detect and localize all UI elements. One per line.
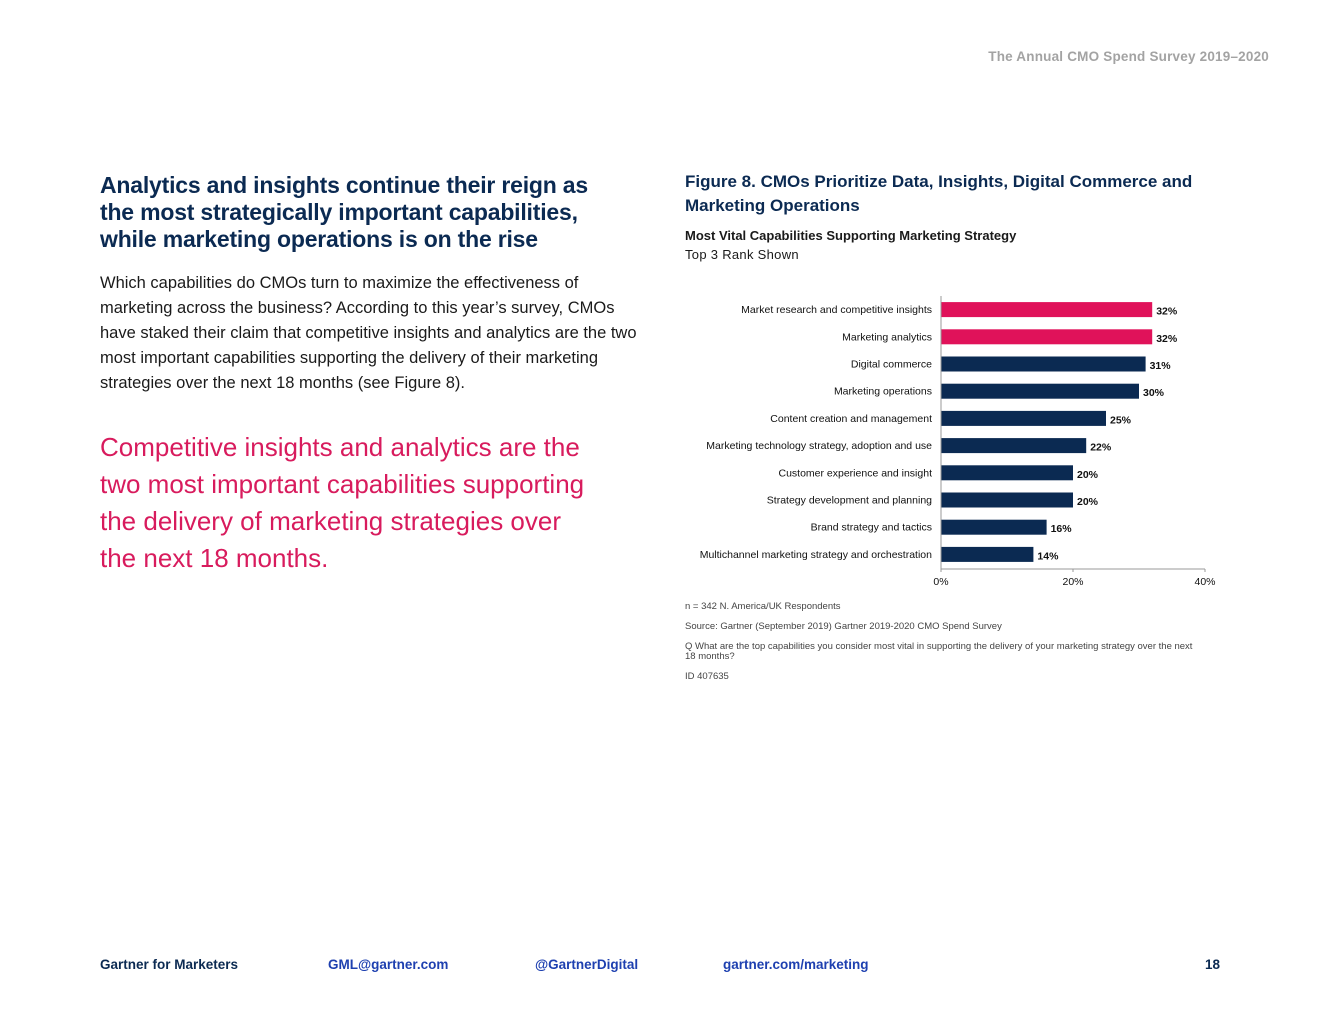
bar-value-label: 25% (1110, 414, 1132, 426)
bar-value-label: 30% (1143, 387, 1165, 399)
bar-value-label: 20% (1077, 469, 1099, 481)
bar-category-label: Market research and competitive insights (741, 304, 932, 316)
bar-category-label: Marketing technology strategy, adoption … (706, 440, 932, 452)
bar (941, 302, 1153, 318)
x-tick-label: 0% (933, 576, 948, 588)
bar-value-label: 22% (1090, 442, 1112, 454)
x-tick-label: 40% (1194, 576, 1215, 588)
bar-category-label: Customer experience and insight (778, 467, 932, 479)
bar (941, 329, 1153, 345)
footer-website-link[interactable]: gartner.com/marketing (723, 957, 869, 972)
bar-category-label: Marketing operations (834, 386, 932, 398)
figure-subtitle: Most Vital Capabilities Supporting Marke… (685, 228, 1017, 243)
bar (941, 356, 1146, 372)
bar-category-label: Strategy development and planning (767, 495, 932, 507)
article-headline: Analytics and insights continue their re… (100, 172, 588, 252)
figure-footnotes: n = 342 N. America/UK Respondents Source… (685, 602, 1205, 692)
article-body: Which capabilities do CMOs turn to maxim… (100, 274, 637, 392)
running-header: The Annual CMO Spend Survey 2019–2020 (988, 49, 1269, 64)
bar-value-label: 14% (1037, 550, 1059, 562)
bar (941, 519, 1047, 535)
footnote-source: Source: Gartner (September 2019) Gartner… (685, 621, 1002, 632)
footnote-sample-size: n = 342 N. America/UK Respondents (685, 601, 841, 612)
bar (941, 410, 1106, 426)
bar-value-label: 20% (1077, 496, 1099, 508)
footnote-question: Q What are the top capabilities you cons… (685, 641, 1193, 662)
footer-brand: Gartner for Marketers (100, 957, 239, 972)
figure-column: Figure 8. CMOs Prioritize Data, Insights… (685, 170, 1225, 682)
bar-category-label: Marketing analytics (842, 331, 932, 343)
bar-category-label: Digital commerce (851, 359, 932, 371)
bar (941, 546, 1034, 562)
bar-category-label: Multichannel marketing strategy and orch… (700, 549, 932, 561)
bar-category-label: Content creation and management (770, 413, 932, 425)
figure-note: Top 3 Rank Shown (685, 247, 799, 262)
pull-quote: Competitive insights and analytics are t… (100, 432, 585, 573)
figure-title: Figure 8. CMOs Prioritize Data, Insights… (685, 172, 1193, 215)
bar (941, 492, 1073, 508)
bar-category-label: Brand strategy and tactics (811, 522, 932, 534)
bar (941, 438, 1087, 454)
footer-email-link[interactable]: GML@gartner.com (328, 957, 449, 972)
bar-chart: Market research and competitive insights… (700, 296, 1216, 588)
bar (941, 465, 1073, 481)
bar-value-label: 16% (1051, 523, 1073, 535)
x-tick-label: 20% (1062, 576, 1083, 588)
bar-value-label: 32% (1156, 306, 1178, 318)
bar (941, 383, 1139, 399)
footnote-id: ID 407635 (685, 671, 729, 682)
page-number: 18 (1204, 957, 1220, 972)
footer-social-link[interactable]: @GartnerDigital (535, 957, 639, 972)
article-column: Analytics and insights continue their re… (100, 172, 640, 577)
bar-value-label: 31% (1150, 360, 1172, 372)
page-footer: Gartner for Marketers GML@gartner.com @G… (100, 957, 1220, 975)
bar-value-label: 32% (1156, 333, 1178, 345)
